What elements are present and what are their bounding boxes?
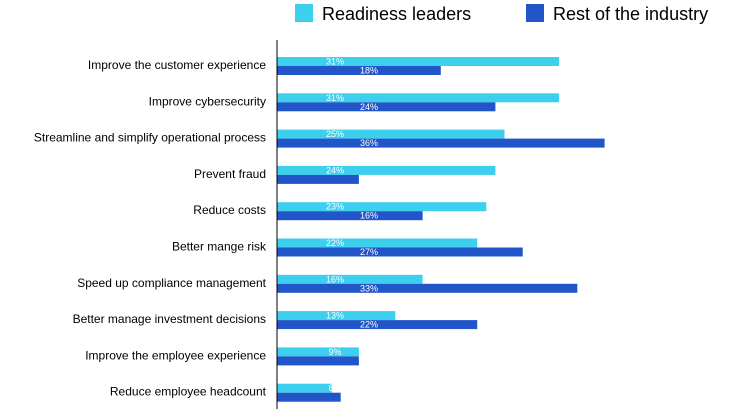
data-label: 13% [326,311,344,321]
data-label: 6% [328,383,341,393]
data-label: 16% [360,211,378,221]
data-label: 27% [360,247,378,257]
bars: 31% 18% 31% 24% 25% 36% 24% 9% 23% 16% 22% 27% 16% 33… [277,57,605,402]
bar-rest-of-industry [277,138,605,148]
data-label: 24% [326,165,344,175]
bar-rest-of-industry [277,247,523,257]
legend-label-2: Rest of the industry [553,4,708,24]
bar-readiness-leaders [277,202,487,212]
bar-readiness-leaders [277,238,478,248]
bar-readiness-leaders [277,165,496,175]
bar-rest-of-industry [277,283,578,293]
data-label: 36% [360,138,378,148]
category-label: Improve cybersecurity [149,94,266,108]
bar-readiness-leaders [277,93,560,103]
data-label: 23% [326,202,344,212]
category-label: Reduce costs [193,203,266,217]
bar-readiness-leaders [277,311,396,321]
category-label: Improve the customer experience [88,58,266,72]
category-label: Better mange risk [172,240,267,254]
bar-readiness-leaders [277,347,359,357]
data-label: 22% [326,238,344,248]
category-label: Speed up compliance management [77,276,266,290]
bar-rest-of-industry [277,211,423,221]
legend-swatch-2 [526,4,544,22]
data-label: 9% [362,356,375,366]
data-label: 16% [326,274,344,284]
category-label: Streamline and simplify operational proc… [34,131,266,145]
data-label: 33% [360,283,378,293]
bar-readiness-leaders [277,383,332,393]
category-label: Prevent fraud [194,167,266,181]
bar-readiness-leaders [277,129,505,139]
data-label: 18% [360,66,378,76]
category-label: Reduce employee headcount [110,385,267,399]
data-label: 7% [362,392,375,402]
bar-rest-of-industry [277,356,359,366]
data-label: 9% [362,174,375,184]
bar-readiness-leaders [277,57,560,66]
bar-rest-of-industry [277,392,341,402]
bar-readiness-leaders [277,274,423,284]
bar-rest-of-industry [277,174,359,184]
data-label: 31% [326,93,344,103]
data-label: 22% [360,320,378,330]
bar-rest-of-industry [277,320,478,330]
bar-rest-of-industry [277,102,496,112]
legend-swatch-1 [295,4,313,22]
category-labels: Improve the customer experience Improve c… [34,58,267,399]
data-label: 25% [326,129,344,139]
data-label: 31% [326,57,344,67]
category-label: Better manage investment decisions [73,312,266,326]
legend-label-1: Readiness leaders [322,4,471,24]
data-label: 24% [360,102,378,112]
bar-rest-of-industry [277,66,441,75]
category-label: Improve the employee experience [85,348,266,362]
legend: Readiness leaders Rest of the industry [295,4,708,24]
data-label: 9% [328,347,341,357]
